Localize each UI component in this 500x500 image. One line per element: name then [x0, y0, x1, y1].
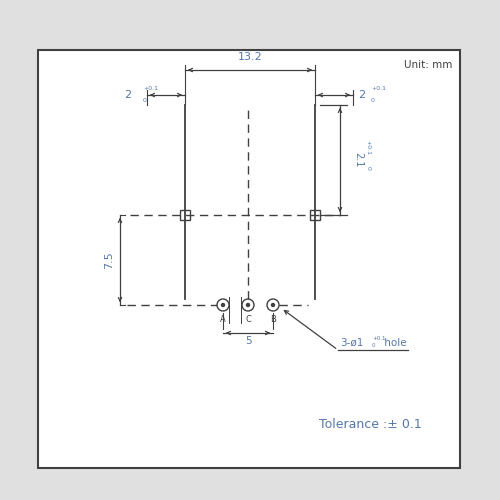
- Text: A: A: [220, 315, 226, 324]
- Text: 2.1: 2.1: [353, 152, 363, 168]
- Text: hole: hole: [381, 338, 406, 348]
- Text: 0: 0: [372, 343, 376, 348]
- Circle shape: [272, 304, 274, 306]
- Text: 5: 5: [244, 336, 252, 346]
- Text: Unit: mm: Unit: mm: [404, 60, 452, 70]
- Text: Tolerance :± 0.1: Tolerance :± 0.1: [318, 418, 422, 432]
- Text: +0.1: +0.1: [366, 140, 370, 156]
- Bar: [38, 50, 460, 468]
- Text: +0.1: +0.1: [371, 86, 386, 90]
- Text: 2: 2: [358, 90, 365, 100]
- Circle shape: [222, 304, 224, 306]
- Text: 0: 0: [371, 98, 375, 102]
- Text: +0.1: +0.1: [372, 336, 386, 341]
- Text: B: B: [270, 315, 276, 324]
- Text: 3-ø1: 3-ø1: [340, 338, 363, 348]
- Text: 0: 0: [366, 166, 370, 170]
- Bar: [310, 210, 320, 220]
- Bar: [180, 210, 190, 220]
- Text: +0.1: +0.1: [143, 86, 158, 90]
- Text: C: C: [245, 315, 251, 324]
- Text: 2: 2: [124, 90, 131, 100]
- Text: 7.5: 7.5: [104, 251, 114, 269]
- Circle shape: [246, 304, 250, 306]
- Text: 0: 0: [143, 98, 147, 102]
- Text: 13.2: 13.2: [238, 52, 262, 62]
